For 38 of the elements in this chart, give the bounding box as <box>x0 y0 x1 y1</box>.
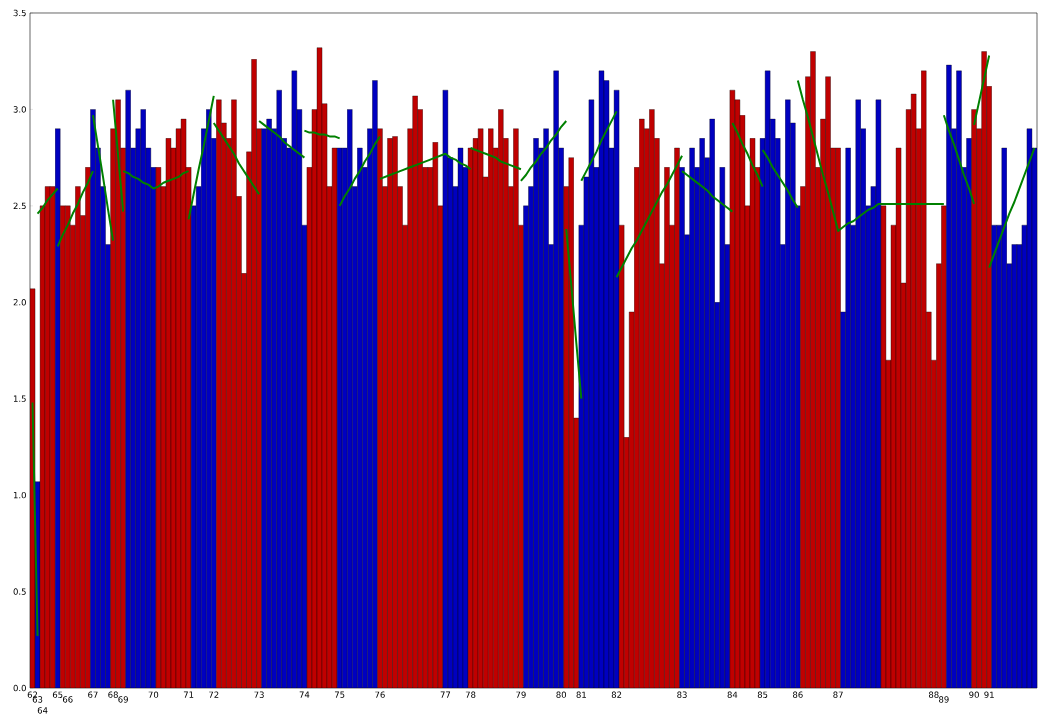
x-tick-label: 73 <box>254 691 264 698</box>
x-tick-label: 87 <box>833 691 843 698</box>
x-tick-label: 90 <box>969 691 979 698</box>
x-tick-label: 80 <box>556 691 567 698</box>
x-tick-label: 77 <box>440 691 451 698</box>
y-tick-label: 1.0 <box>13 491 26 499</box>
y-tick-label: 0.5 <box>13 588 26 595</box>
x-tick-label: 69 <box>118 696 128 703</box>
x-tick-label: 86 <box>793 691 803 698</box>
y-tick-label: 2.5 <box>13 202 26 210</box>
x-tick-label: 78 <box>465 691 476 698</box>
x-tick-label: 85 <box>757 691 768 698</box>
x-tick-label: 72 <box>209 691 219 698</box>
x-tick-label: 66 <box>62 696 73 703</box>
y-tick-label: 3.5 <box>13 9 26 17</box>
x-tick-label: 68 <box>108 691 118 698</box>
x-tick-label: 84 <box>727 691 738 698</box>
x-tick-label: 74 <box>299 691 310 698</box>
x-tick-label: 71 <box>183 691 194 698</box>
x-tick-label: 70 <box>148 691 159 698</box>
x-tick-label: 67 <box>88 691 98 698</box>
x-tick-label: 83 <box>677 691 687 698</box>
x-tick-label: 64 <box>37 707 48 714</box>
x-tick-label: 88 <box>928 691 939 698</box>
x-tick-label: 89 <box>939 696 949 703</box>
x-tick-label: 91 <box>984 691 994 698</box>
y-tick-label: 0.0 <box>13 684 26 692</box>
x-tick-label: 76 <box>375 691 385 698</box>
x-tick-label: 63 <box>32 696 43 703</box>
x-tick-label: 81 <box>576 691 586 698</box>
y-tick-label: 3.0 <box>13 106 26 113</box>
x-tick-label: 82 <box>611 691 622 698</box>
x-tick-label: 79 <box>516 691 526 698</box>
x-tick-label: 62 <box>27 691 38 698</box>
x-tick-label: 75 <box>334 691 345 698</box>
y-tick-label: 1.5 <box>13 395 26 402</box>
x-tick-label: 65 <box>52 691 63 698</box>
y-tick-label: 2.0 <box>13 299 26 306</box>
